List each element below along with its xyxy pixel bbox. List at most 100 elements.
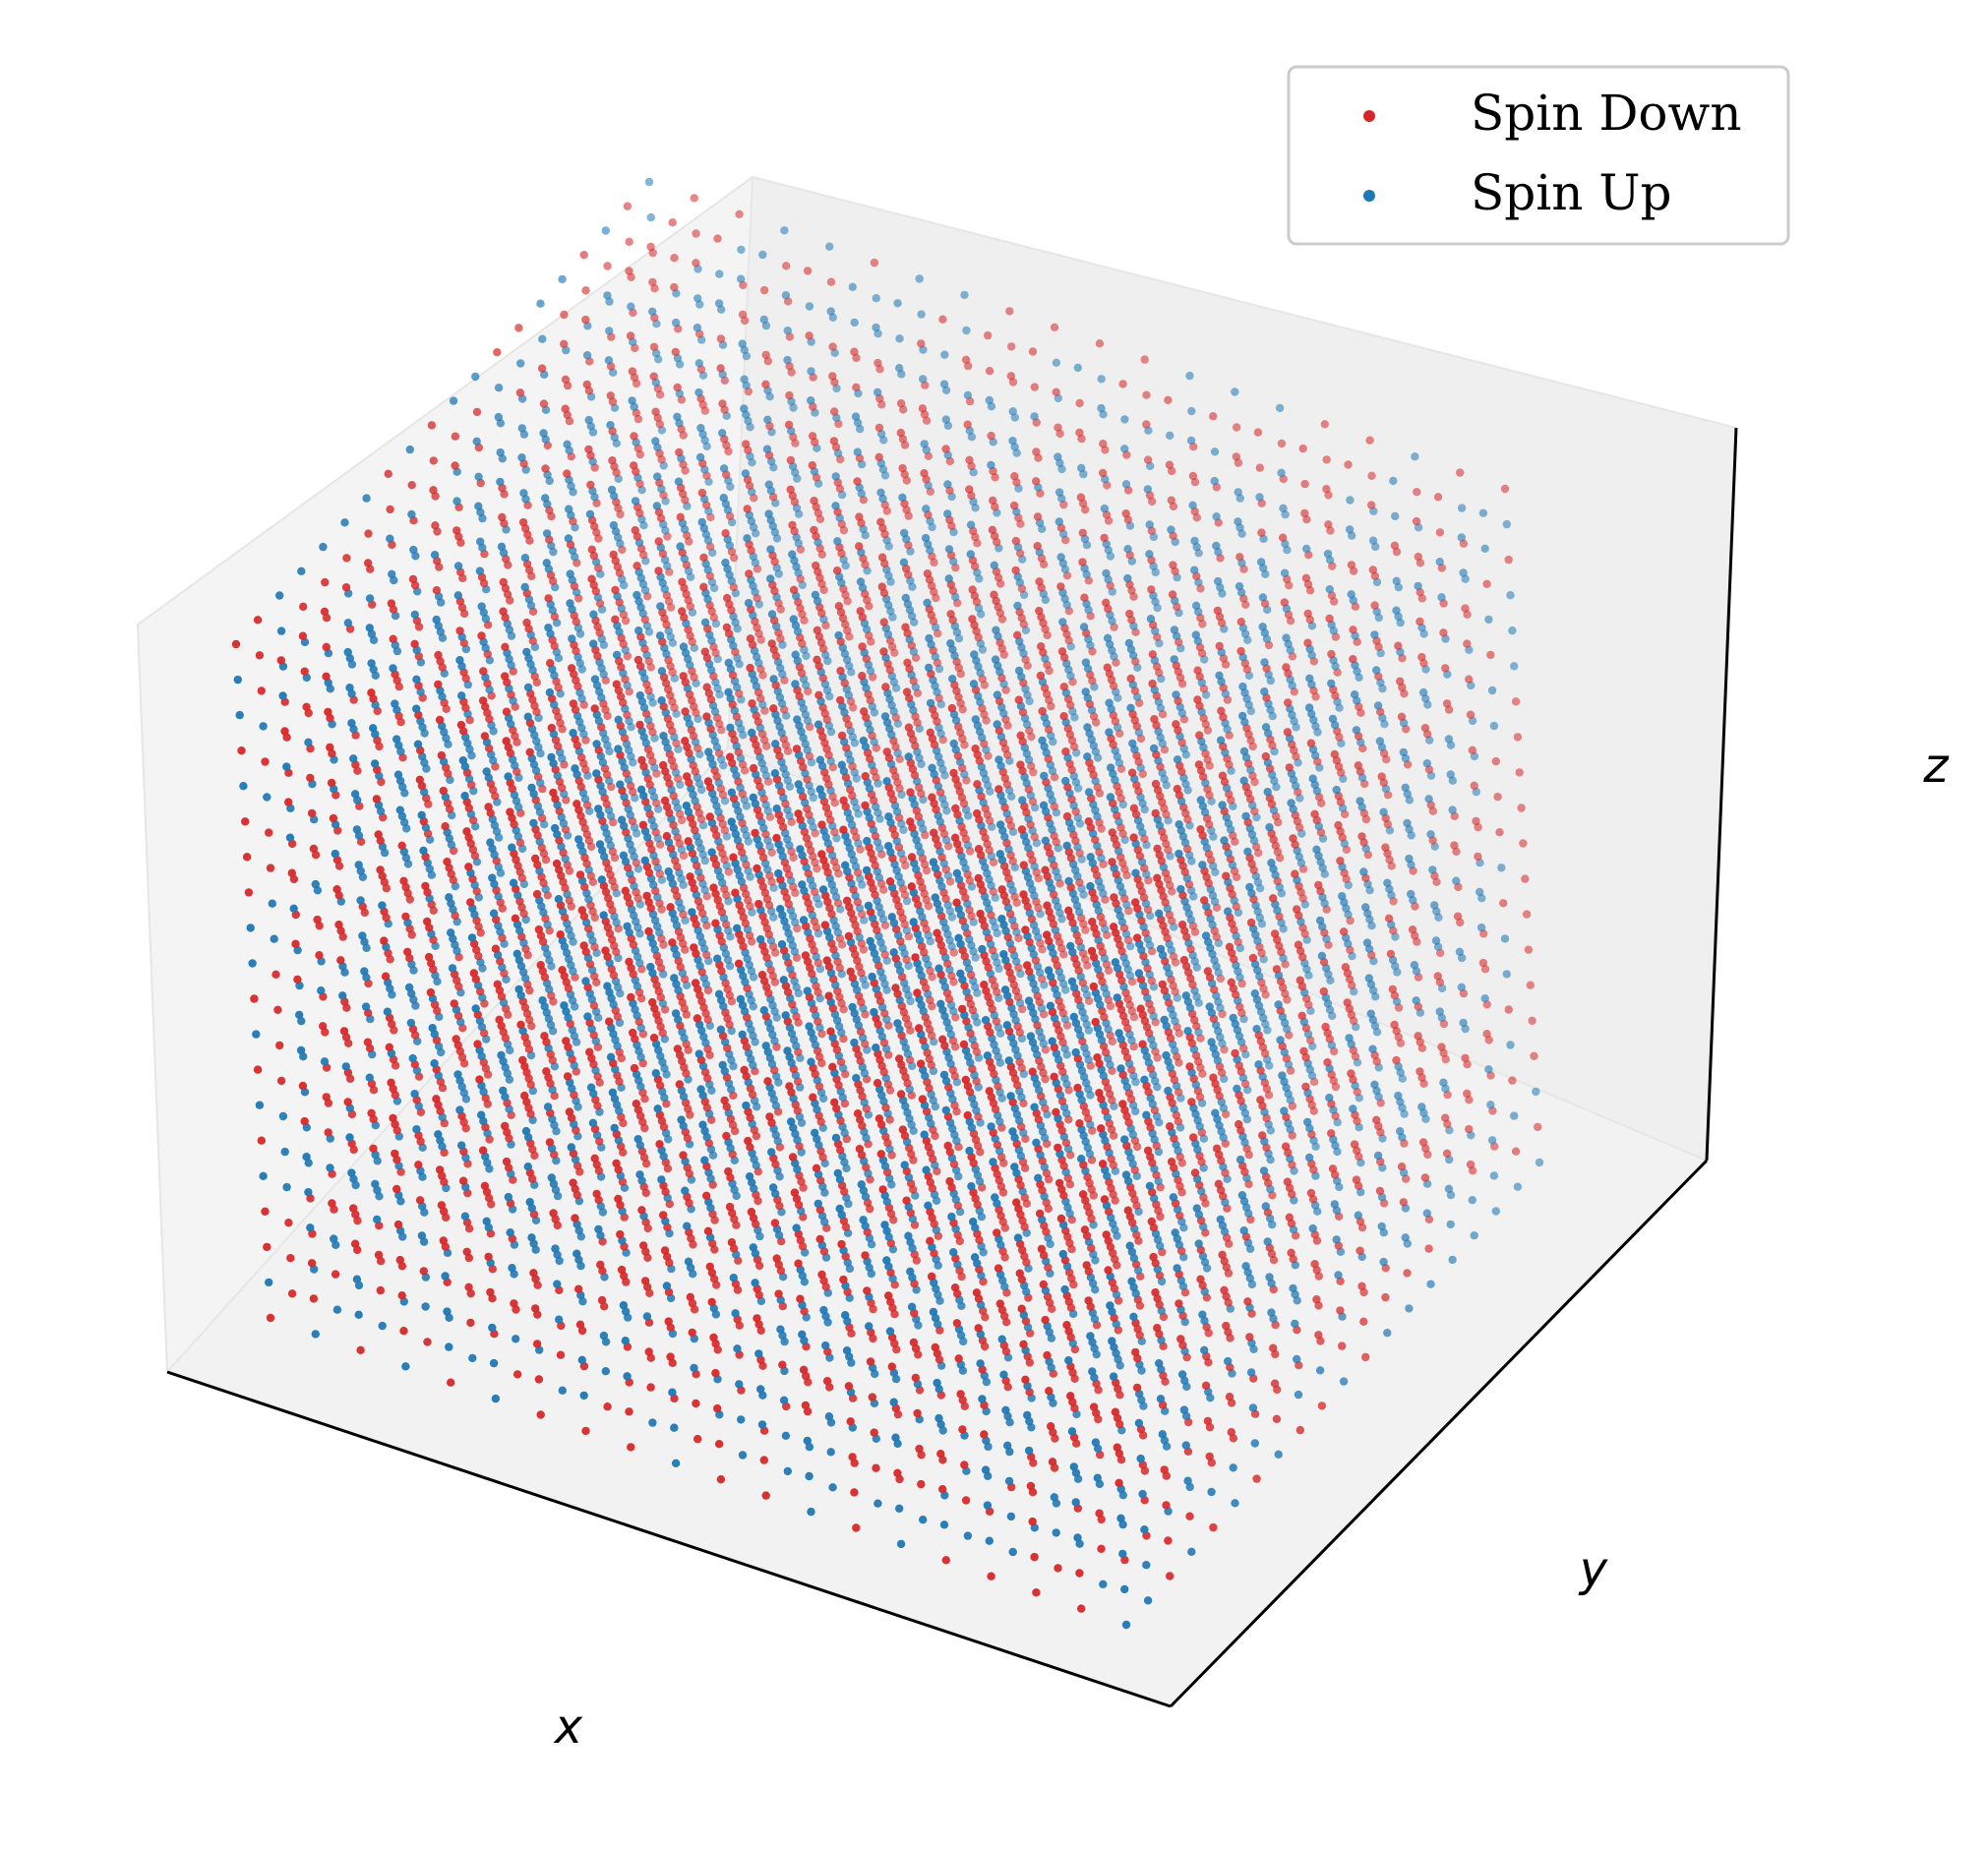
spin-up-point — [1497, 864, 1506, 872]
spin-down-point — [537, 364, 547, 373]
spin-down-point — [1235, 553, 1244, 562]
spin-down-point — [1368, 566, 1378, 574]
spin-up-point — [902, 896, 912, 906]
spin-down-point — [1029, 767, 1038, 777]
spin-down-point — [342, 554, 351, 563]
spin-down-point — [1164, 395, 1173, 404]
spin-up-point — [783, 355, 792, 365]
spin-down-point — [1075, 398, 1084, 408]
spin-up-point — [1502, 519, 1512, 529]
spin-up-point — [1470, 1231, 1478, 1240]
spin-down-point — [830, 407, 839, 416]
spin-up-point — [789, 615, 798, 624]
spin-down-point — [1298, 444, 1307, 453]
spin-down-point — [729, 553, 739, 563]
spin-up-point — [917, 310, 926, 319]
spin-up-point — [1275, 403, 1285, 413]
spin-up-point — [1079, 623, 1089, 631]
spin-down-point — [1524, 945, 1534, 954]
spin-up-point — [340, 518, 349, 527]
spin-up-point — [409, 545, 418, 555]
spin-down-point — [697, 488, 707, 498]
spin-up-point — [1258, 623, 1267, 631]
spin-down-point — [1463, 1089, 1472, 1099]
spin-up-point — [388, 569, 396, 578]
spin-up-point — [1426, 1280, 1435, 1288]
spin-up-point — [851, 412, 861, 421]
spin-down-point — [1165, 460, 1175, 469]
spin-up-point — [1143, 485, 1153, 494]
spin-down-point — [990, 590, 998, 599]
spin-up-point — [562, 345, 571, 355]
spin-up-point — [1347, 590, 1355, 599]
spin-down-point — [654, 567, 663, 575]
spin-up-point — [1435, 558, 1444, 567]
spin-up-point — [609, 520, 619, 530]
spin-up-point — [1073, 363, 1083, 373]
spin-up-point — [519, 489, 528, 498]
spin-up-point — [1480, 544, 1489, 553]
spin-up-point — [1383, 878, 1392, 887]
spin-down-point — [1384, 914, 1394, 923]
spin-up-point — [1411, 452, 1419, 461]
spin-up-point — [1323, 549, 1333, 559]
spin-down-point — [1453, 912, 1463, 921]
spin-down-point — [1300, 508, 1309, 518]
spin-down-point — [364, 559, 373, 567]
spin-down-point — [1322, 455, 1331, 464]
spin-up-point — [567, 481, 575, 491]
spin-down-point — [673, 383, 682, 392]
spin-down-point — [1504, 555, 1513, 565]
spin-up-point — [766, 545, 775, 554]
spin-up-point — [496, 447, 505, 457]
spin-down-point — [639, 550, 648, 560]
spin-down-point — [678, 577, 687, 586]
spin-down-point — [427, 421, 437, 430]
spin-up-point — [694, 359, 703, 368]
spin-down-point — [1388, 984, 1398, 994]
spin-up-point — [938, 764, 947, 774]
spin-down-point — [1032, 477, 1041, 486]
spin-down-point — [1102, 598, 1111, 607]
spin-up-point — [737, 274, 746, 283]
spin-down-point — [514, 324, 523, 332]
spin-up-point — [1476, 887, 1484, 897]
spin-down-point — [788, 520, 797, 530]
spin-up-point — [715, 269, 724, 278]
spin-up-point — [673, 354, 683, 363]
spin-down-point — [432, 586, 442, 595]
spin-down-point — [1511, 697, 1521, 706]
spin-down-point — [646, 242, 655, 252]
spin-down-point — [1028, 347, 1038, 356]
spin-down-point — [1279, 533, 1288, 542]
spin-down-point — [768, 493, 778, 502]
spin-up-point — [633, 590, 641, 600]
spin-down-point — [1124, 906, 1133, 916]
spin-up-point — [449, 396, 458, 405]
spin-down-point — [670, 282, 679, 292]
spin-down-point — [322, 642, 331, 652]
spin-up-point — [1487, 1136, 1497, 1145]
spin-up-point — [963, 390, 973, 400]
spin-up-point — [1448, 1255, 1457, 1265]
spin-down-point — [1167, 496, 1176, 505]
spin-down-point — [452, 526, 461, 535]
spin-down-point — [1078, 558, 1087, 567]
spin-down-point — [1442, 1149, 1452, 1159]
spin-down-point — [843, 626, 852, 635]
spin-down-point — [1417, 652, 1426, 662]
spin-down-point — [1412, 516, 1421, 526]
spin-down-point — [1437, 1043, 1446, 1051]
spin-down-point — [581, 315, 590, 325]
spin-down-point — [649, 372, 658, 381]
spin-down-point — [654, 537, 663, 546]
spin-down-point — [1433, 972, 1443, 981]
spin-down-point — [699, 582, 708, 591]
spin-up-point — [1375, 737, 1385, 746]
spin-up-point — [837, 490, 847, 500]
spin-down-point — [1232, 452, 1241, 461]
spin-down-point — [1011, 536, 1021, 546]
spin-down-point — [699, 553, 708, 563]
spin-up-point — [644, 177, 654, 187]
